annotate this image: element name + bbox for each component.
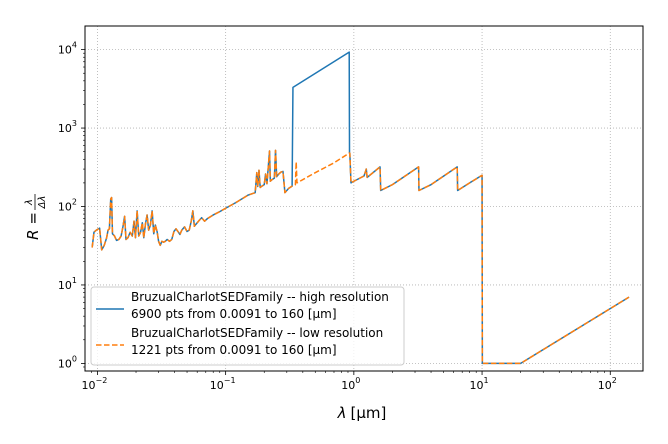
y-axis-frac-num: λ [24,199,35,206]
y-tick-label: 102 [58,198,77,214]
y-tick-label: 101 [58,276,77,292]
x-tick-label: 101 [470,376,489,392]
legend-label-high-resolution: BruzualCharlotSEDFamily -- high resoluti… [131,290,389,304]
axis-ticks: 10−2 10−1 100 101 102 100 101 102 103 104 [58,41,617,392]
legend-box [90,286,405,366]
legend-detail-low-resolution: 1221 pts from 0.0091 to 160 [μm] [131,343,337,357]
x-tick-label: 102 [598,376,617,392]
x-tick-label: 10−1 [210,376,236,392]
low-resolution-series [91,149,630,365]
legend-label-low-resolution: BruzualCharlotSEDFamily -- low resolutio… [131,326,383,340]
x-axis-symbol: λ [337,404,347,422]
x-axis-unit: [μm] [351,404,387,422]
y-axis-frac-den: Δλ [37,196,48,210]
y-tick-label: 103 [58,119,77,135]
y-tick-label: 104 [58,41,77,57]
x-tick-label: 100 [341,376,360,392]
y-tick-label: 100 [58,354,77,370]
legend-detail-high-resolution: 6900 pts from 0.0091 to 160 [μm] [131,307,337,321]
x-tick-label: 10−2 [82,376,108,392]
legend: BruzualCharlotSEDFamily -- high resoluti… [90,286,405,366]
y-axis-label: R = λ Δλ [24,194,48,240]
plot-frame [84,25,644,372]
series-layer [91,51,630,365]
x-axis-label: λ [μm] [337,404,387,422]
y-axis-main: R = [24,212,42,240]
